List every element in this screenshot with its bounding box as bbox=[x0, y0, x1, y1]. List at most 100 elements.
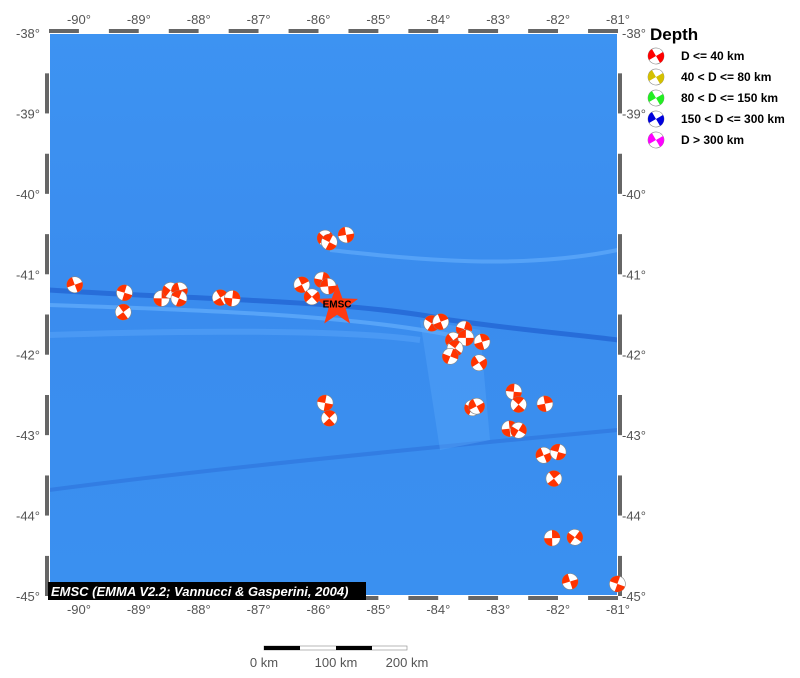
beachball-quadrant bbox=[570, 579, 579, 590]
focal-mechanism bbox=[211, 289, 229, 306]
frame-band bbox=[45, 435, 49, 476]
frame-band bbox=[618, 435, 622, 476]
focal-mechanism bbox=[470, 354, 488, 372]
frame-band bbox=[618, 153, 622, 194]
beachball-quadrant bbox=[153, 298, 162, 307]
legend-beachball-icon bbox=[647, 47, 665, 65]
lat-tick-label-left: -38° bbox=[16, 26, 40, 41]
frame-band bbox=[45, 153, 49, 194]
lon-tick-label-bottom: -89° bbox=[127, 602, 151, 617]
lon-tick-label-bottom: -90° bbox=[67, 602, 91, 617]
lon-tick-label-bottom: -81° bbox=[606, 602, 630, 617]
beachball-quadrant bbox=[122, 292, 133, 301]
beachball-quadrant bbox=[574, 530, 583, 542]
frame-band bbox=[498, 596, 529, 600]
beachball-quadrant bbox=[162, 285, 171, 297]
frame-band bbox=[198, 29, 229, 33]
focal-mechanism bbox=[337, 226, 355, 244]
beachball-quadrant bbox=[656, 73, 664, 84]
beachball-quadrant bbox=[448, 340, 460, 349]
frame-band bbox=[378, 29, 409, 33]
beachball-quadrant bbox=[216, 289, 228, 298]
legend-item-label: 80 < D <= 150 km bbox=[681, 91, 778, 105]
focal-mechanism bbox=[545, 470, 563, 487]
beachball-quadrant bbox=[317, 232, 326, 244]
focal-mechanism bbox=[170, 290, 188, 307]
beachball-quadrant bbox=[116, 312, 128, 321]
lon-tick-label-top: -84° bbox=[426, 12, 450, 27]
frame-band bbox=[45, 73, 49, 114]
legend-beachball-icon bbox=[647, 89, 665, 107]
beachball-quadrant bbox=[66, 277, 75, 288]
lon-tick-label-bottom: -83° bbox=[486, 602, 510, 617]
epicenter-label: EMSC bbox=[323, 300, 352, 311]
frame-band bbox=[438, 596, 469, 600]
beachball-quadrant bbox=[325, 242, 337, 251]
beachball-quadrant bbox=[512, 396, 524, 405]
lon-tick-label-top: -81° bbox=[606, 12, 630, 27]
beachball-quadrant bbox=[543, 395, 553, 404]
focal-mechanism bbox=[316, 394, 334, 412]
focal-mechanism bbox=[549, 443, 567, 461]
frame-band bbox=[45, 33, 49, 74]
beachball-quadrant bbox=[656, 115, 664, 126]
frame-band bbox=[468, 29, 499, 33]
lat-tick-label-right: -40° bbox=[622, 187, 646, 202]
frame-band bbox=[588, 29, 618, 33]
frame-band bbox=[378, 596, 409, 600]
beachball-quadrant bbox=[648, 133, 656, 144]
frame-band bbox=[618, 274, 622, 315]
beachball-quadrant bbox=[317, 395, 327, 403]
focal-mechanism bbox=[114, 303, 132, 321]
beachball-quadrant bbox=[518, 423, 527, 435]
focal-mechanism bbox=[321, 409, 338, 427]
beachball-quadrant bbox=[294, 284, 306, 293]
legend-item-label: D <= 40 km bbox=[681, 49, 744, 63]
beachball-quadrant bbox=[116, 284, 127, 293]
beachball-quadrant bbox=[303, 290, 312, 303]
beachball-quadrant bbox=[464, 321, 473, 332]
beachball-quadrant bbox=[474, 341, 485, 350]
focal-mechanism bbox=[543, 529, 561, 547]
beachball-quadrant bbox=[232, 290, 241, 300]
lon-tick-label-top: -89° bbox=[127, 12, 151, 27]
focal-mechanism bbox=[536, 395, 554, 413]
beachball-quadrant bbox=[320, 278, 329, 288]
focal-mechanism bbox=[510, 422, 527, 439]
legend-title: Depth bbox=[650, 25, 698, 44]
beachball-quadrant bbox=[338, 226, 347, 237]
beachball-quadrant bbox=[323, 402, 333, 411]
legend-beachball-icon bbox=[647, 68, 665, 86]
beachball-quadrant bbox=[562, 573, 571, 584]
frame-band bbox=[618, 515, 622, 556]
beachball-quadrant bbox=[648, 49, 656, 60]
lon-tick-label-bottom: -86° bbox=[307, 602, 331, 617]
lat-tick-label-right: -45° bbox=[622, 589, 646, 604]
frame-band bbox=[408, 596, 439, 600]
frame-band bbox=[45, 234, 49, 275]
epicenter-marker[interactable]: EMSC bbox=[316, 283, 358, 324]
lon-tick-label-top: -87° bbox=[247, 12, 271, 27]
frame-band bbox=[258, 29, 289, 33]
beachball-quadrant bbox=[323, 410, 336, 419]
frame-band bbox=[588, 596, 618, 600]
beachball-quadrant bbox=[213, 297, 225, 306]
beachball-quadrant bbox=[298, 276, 309, 285]
frame-band bbox=[45, 394, 49, 436]
frame-band bbox=[618, 314, 622, 355]
beachball-quadrant bbox=[566, 532, 575, 544]
focal-mechanism bbox=[319, 278, 337, 295]
focal-mechanism bbox=[432, 313, 450, 331]
beachball-quadrant bbox=[537, 403, 547, 412]
beachball-quadrant bbox=[544, 538, 553, 547]
lat-tick-label-right: -42° bbox=[622, 348, 646, 363]
lat-tick-label-right: -39° bbox=[622, 106, 646, 121]
focal-mechanism bbox=[116, 284, 133, 302]
frame-band bbox=[138, 29, 169, 33]
beachball-quadrant bbox=[609, 575, 621, 584]
beachball-quadrant bbox=[648, 70, 656, 81]
lon-tick-label-top: -86° bbox=[307, 12, 331, 27]
lat-tick-label-left: -44° bbox=[16, 509, 40, 524]
scale-label-0: 0 km bbox=[250, 655, 278, 670]
lon-tick-label-bottom: -85° bbox=[366, 602, 390, 617]
